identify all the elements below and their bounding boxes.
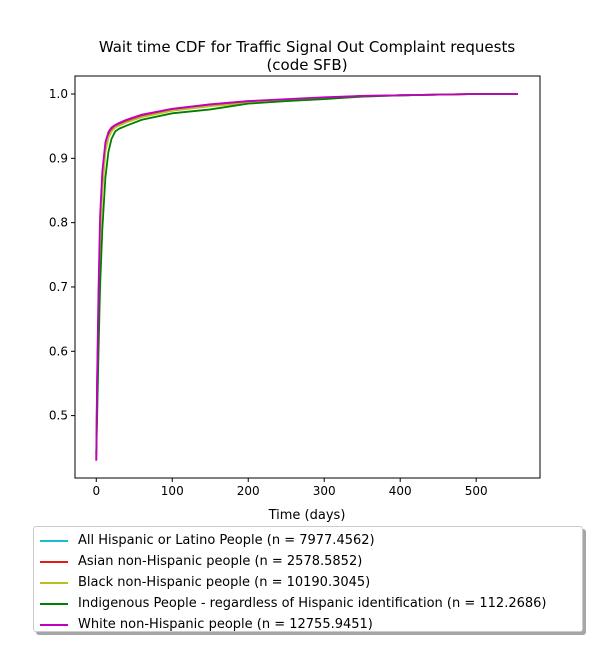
chart-subtitle: (code SFB) — [266, 56, 347, 74]
legend-swatch — [40, 581, 68, 584]
series-layer — [95, 93, 518, 461]
legend-item-4: Indigenous People - regardless of Hispan… — [40, 593, 582, 614]
y-tick-label: 0.6 — [49, 344, 68, 358]
legend-label: Black non-Hispanic people (n = 10190.304… — [78, 575, 371, 590]
legend-swatch — [40, 560, 68, 563]
legend-item-1: All Hispanic or Latino People (n = 7977.… — [40, 530, 582, 551]
series-line-1 — [95, 93, 518, 455]
legend-item-3: Black non-Hispanic people (n = 10190.304… — [40, 572, 582, 593]
legend-label: Indigenous People - regardless of Hispan… — [78, 596, 547, 611]
legend-item-5: White non-Hispanic people (n = 12755.945… — [40, 614, 582, 635]
chart-legend: All Hispanic or Latino People (n = 7977.… — [33, 526, 583, 632]
legend-swatch — [40, 602, 68, 605]
y-tick-label: 1.0 — [49, 87, 68, 101]
y-tick-label: 0.9 — [49, 151, 68, 165]
legend-swatch — [40, 623, 68, 626]
series-line-2 — [95, 93, 518, 461]
legend-swatch — [40, 539, 68, 542]
y-axis-ticks: 0.5 0.6 0.7 0.8 0.9 1.0 — [49, 87, 75, 423]
y-tick-label: 0.5 — [49, 409, 68, 423]
series-line-5 — [95, 93, 518, 461]
y-tick-label: 0.7 — [49, 280, 68, 294]
x-tick-label: 200 — [237, 484, 260, 498]
series-line-3 — [95, 93, 518, 458]
x-tick-label: 100 — [161, 484, 184, 498]
legend-label: Asian non-Hispanic people (n = 2578.5852… — [78, 554, 363, 569]
x-axis-ticks: 0 100 200 300 400 500 — [92, 478, 488, 498]
x-tick-label: 400 — [389, 484, 412, 498]
x-axis-label: Time (days) — [268, 508, 346, 523]
x-tick-label: 500 — [465, 484, 488, 498]
chart-title: Wait time CDF for Traffic Signal Out Com… — [99, 38, 515, 56]
plot-frame — [74, 75, 541, 479]
legend-item-2: Asian non-Hispanic people (n = 2578.5852… — [40, 551, 582, 572]
y-tick-label: 0.8 — [49, 216, 68, 230]
legend-label: All Hispanic or Latino People (n = 7977.… — [78, 533, 375, 548]
legend-label: White non-Hispanic people (n = 12755.945… — [78, 617, 373, 632]
series-line-4 — [95, 93, 518, 455]
x-tick-label: 0 — [92, 484, 100, 498]
x-tick-label: 300 — [313, 484, 336, 498]
